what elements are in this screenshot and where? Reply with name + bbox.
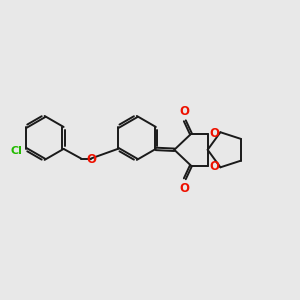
Text: O: O [210,160,220,172]
Text: Cl: Cl [11,146,22,156]
Text: O: O [86,152,96,166]
Text: O: O [180,182,190,195]
Text: O: O [210,127,220,140]
Text: O: O [180,105,190,118]
